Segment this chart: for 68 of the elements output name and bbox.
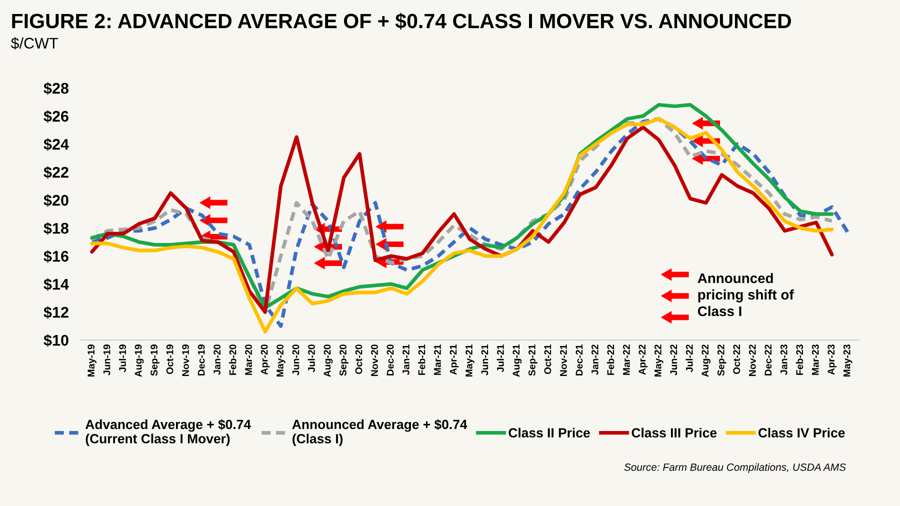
y-tick-label: $24	[44, 138, 69, 151]
x-tick-label: Dec-20	[386, 344, 394, 376]
x-tick-label: Jul-19	[118, 344, 126, 372]
x-tick-label: Aug-20	[324, 344, 333, 377]
y-tick-label: $26	[44, 110, 68, 123]
y-tick-label: $12	[44, 306, 68, 319]
x-tick-label: Nov-19	[182, 344, 189, 376]
x-tick-label: May-19	[88, 344, 96, 377]
x-tick-label: Apr-21	[450, 344, 459, 375]
x-tick-label: May-20	[276, 344, 286, 377]
x-tick-label: Dec-19	[198, 344, 205, 376]
x-tick-label: Jun-20	[292, 344, 300, 376]
x-tick-label: Mar-23	[812, 344, 819, 375]
y-tick-label: $14	[44, 278, 69, 291]
legend-label: Class II Price	[508, 428, 590, 438]
x-tick-label: Oct-20	[355, 344, 362, 374]
x-tick-label: Jun-21	[481, 344, 488, 376]
x-tick-label: Oct-21	[544, 344, 552, 374]
x-tick-label: May-21	[466, 344, 474, 377]
x-tick-label: Jan-20	[214, 344, 220, 375]
x-tick-label: Feb-23	[796, 344, 804, 375]
y-tick-label: $16	[44, 250, 68, 263]
x-tick-label: Feb-22	[606, 344, 614, 375]
y-tick-label: $10	[44, 334, 68, 347]
x-tick-label: Aug-21	[512, 344, 522, 377]
x-tick-label: Nov-22	[748, 344, 756, 376]
x-tick-label: Sep-19	[150, 344, 160, 376]
legend-label: Announced Average + $0.74 (Class I)	[292, 419, 468, 446]
chart-title: FIGURE 2: ADVANCED AVERAGE OF + $0.74 CLASS I MOVER VS. ANNOUNCED	[12, 12, 791, 30]
x-tick-label: Mar-22	[622, 344, 630, 375]
x-tick-label: Jan-22	[591, 344, 598, 375]
legend-label: Class IV Price	[758, 428, 845, 438]
x-tick-label: Apr-23	[828, 344, 836, 375]
x-tick-label: Apr-22	[638, 344, 648, 375]
y-axis-title: $/CWT	[10, 37, 58, 50]
x-tick-label: Jul-20	[308, 344, 315, 372]
x-tick-label: Oct-22	[733, 344, 740, 374]
x-tick-label: Oct-19	[166, 344, 174, 374]
y-tick-label: $28	[44, 82, 69, 95]
x-tick-label: Jun-22	[670, 344, 678, 376]
x-tick-label: Jan-23	[780, 344, 788, 375]
x-tick-label: Mar-21	[434, 344, 441, 375]
x-tick-label: Aug-22	[702, 344, 711, 377]
x-tick-label: Nov-21	[560, 344, 567, 376]
x-tick-label: Sep-22	[717, 344, 726, 376]
x-tick-label: Apr-20	[260, 344, 270, 375]
x-tick-label: Nov-20	[371, 344, 378, 376]
x-tick-label: Dec-21	[576, 344, 583, 376]
source-note: Source: Farm Bureau Compilations, USDA AMS	[624, 463, 846, 473]
x-tick-label: May-22	[654, 344, 664, 377]
x-tick-label: Feb-21	[418, 344, 426, 375]
x-tick-label: Sep-21	[528, 344, 538, 376]
x-tick-label: Mar-20	[245, 344, 252, 375]
y-tick-label: $18	[44, 222, 69, 235]
annotation: Announced pricing shift of Class I	[698, 272, 794, 316]
x-tick-label: Dec-22	[764, 344, 772, 376]
x-tick-label: Jun-19	[103, 344, 110, 376]
x-tick-label: Feb-20	[229, 344, 236, 375]
x-tick-label: Jul-21	[496, 344, 504, 372]
x-tick-label: Aug-19	[134, 344, 144, 377]
legend-label: Advanced Average + $0.74 (Current Class I Mover)	[85, 419, 251, 446]
y-tick-label: $20	[44, 194, 68, 207]
legend-label: Class III Price	[632, 428, 717, 438]
x-tick-label: Jan-21	[402, 344, 410, 375]
x-tick-label: May-23	[843, 344, 852, 377]
x-tick-label: Jul-22	[686, 344, 693, 372]
y-tick-label: $22	[44, 166, 68, 179]
x-tick-label: Sep-20	[340, 344, 348, 376]
